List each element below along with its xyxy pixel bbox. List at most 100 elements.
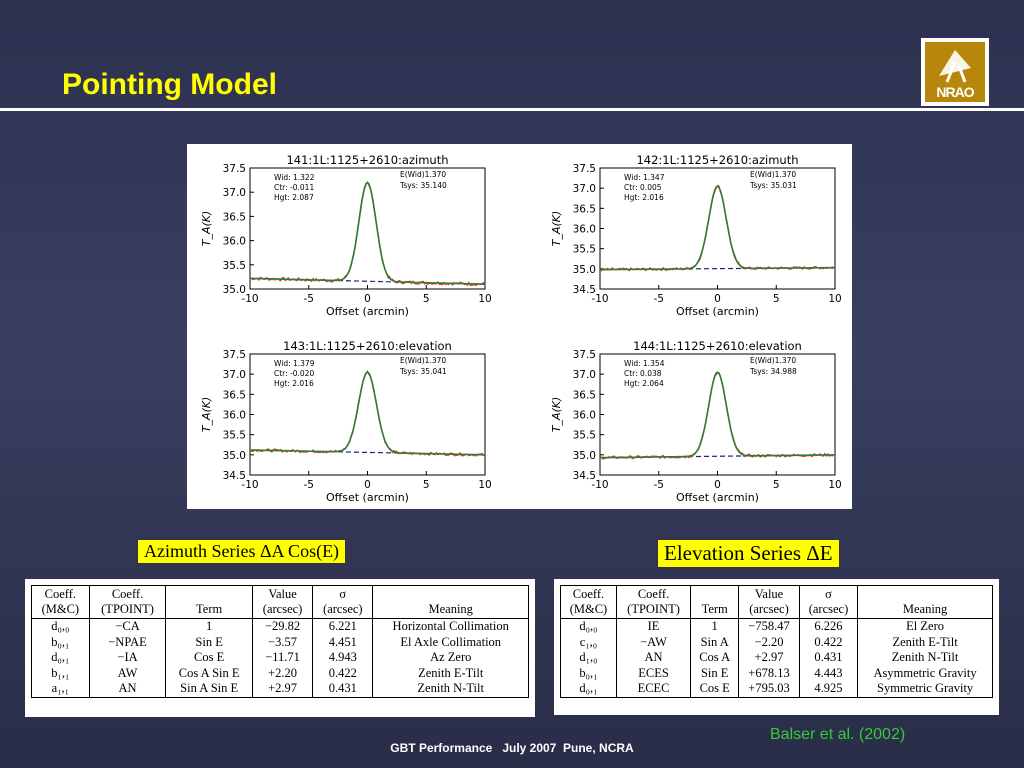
table-header-cell: Meaning — [857, 585, 993, 619]
fit-note: Wid: 1.347 — [624, 173, 665, 182]
table-cell: −NPAE — [88, 634, 166, 650]
table-row: a₁,₁ AN Sin A Sin E +2.97 0.431 Zenith N-Tilt — [32, 681, 529, 697]
table-cell: 0.422 — [312, 665, 373, 681]
table-header-cell: Term — [690, 585, 739, 619]
x-tick-label: 5 — [423, 479, 430, 491]
y-tick-label: 35.5 — [223, 260, 246, 272]
table-cell: Cos A Sin E — [165, 665, 253, 681]
table-header-cell: Coeff. (M&C) — [31, 585, 90, 619]
table-cell: Horizontal Collimation — [372, 618, 529, 635]
x-axis-label: Offset (arcmin) — [326, 305, 409, 318]
y-tick-label: 35.5 — [573, 244, 596, 256]
y-tick-label: 37.0 — [573, 183, 596, 195]
chart-title: 144:1L:1125+2610:elevation — [633, 339, 802, 353]
table-row: d₀,₀ −CA 1 −29.82 6.221 Horizontal Collimatio… — [32, 618, 529, 635]
x-axis-label: Offset (arcmin) — [326, 491, 409, 504]
slide-title: Pointing Model — [62, 68, 277, 101]
table-header-cell: Value (arcsec) — [738, 585, 800, 619]
x-tick-label: -5 — [304, 293, 314, 305]
table-cell: 0.431 — [798, 650, 858, 666]
x-axis-label: Offset (arcmin) — [676, 491, 759, 504]
y-tick-label: 34.5 — [223, 470, 246, 482]
table-cell: b₀,₁ — [51, 634, 70, 649]
fit-note: Tsys: 34.988 — [749, 367, 797, 376]
y-axis-label: T_A(K) — [200, 211, 213, 247]
x-tick-label: -10 — [241, 293, 258, 305]
table-cell: Sin A — [690, 634, 739, 650]
table-cell: Az Zero — [372, 650, 529, 666]
table-cell: +2.97 — [251, 681, 313, 697]
azimuth-coefficients-table: Coeff. (M&C) Coeff. (TPOINT) Term Value (arcs… — [31, 585, 529, 698]
radio-telescope-icon — [939, 50, 971, 83]
x-tick-label: -10 — [591, 293, 608, 305]
chart-title: 143:1L:1125+2610:elevation — [283, 339, 452, 353]
table-cell: Zenith E-Tilt — [372, 665, 529, 681]
table-cell: 0.422 — [798, 634, 858, 650]
y-tick-label: 34.5 — [573, 284, 596, 296]
table-cell: +2.20 — [251, 665, 313, 681]
table-header-cell: Meaning — [372, 585, 529, 619]
y-tick-label: 35.5 — [573, 430, 596, 442]
y-tick-label: 37.0 — [573, 369, 596, 381]
y-tick-label: 37.5 — [573, 349, 596, 361]
table-cell: 6.221 — [312, 618, 373, 635]
pointing-plots: 141:1L:1125+2610:azimuth 35.0 35.5 36.0 36.5… — [200, 153, 842, 504]
fit-note: E(Wid)1.370 — [400, 170, 446, 179]
fit-note: Hgt: 2.016 — [274, 379, 314, 388]
table-cell: −29.82 — [251, 618, 313, 635]
table-header-cell: Coeff. (TPOINT) — [615, 585, 691, 619]
y-tick-label: 37.5 — [223, 163, 246, 175]
y-tick-label: 35.0 — [223, 284, 246, 296]
table-cell: IE — [615, 618, 691, 635]
fit-note: Ctr: -0.011 — [274, 183, 314, 192]
y-tick-label: 35.0 — [223, 450, 246, 462]
chart-3: 143:1L:1125+2610:elevation 34.5 35.0 35.5 36… — [200, 339, 492, 504]
table-cell: d₀,₀ — [579, 619, 598, 633]
table-cell: Cos E — [165, 650, 253, 666]
table-row: d₁,₀ AN Cos A +2.97 0.431 Zenith N-Tilt — [561, 650, 993, 666]
table-cell: a₁,₁ — [51, 681, 70, 695]
y-tick-label: 36.5 — [223, 211, 246, 223]
table-row: d₀,₁ −IA Cos E −11.71 4.943 Az Zero — [32, 650, 529, 666]
fit-note: E(Wid)1.370 — [400, 356, 446, 365]
table-cell: 1 — [165, 618, 253, 635]
y-tick-label: 37.5 — [573, 163, 596, 175]
table-cell: b₁,₁ — [51, 665, 70, 680]
elevation-coefficients-panel: Coeff. (M&C) Coeff. (TPOINT) Term Value (arcs… — [554, 579, 999, 715]
y-tick-label: 35.0 — [573, 264, 596, 276]
elevation-coefficients-table: Coeff. (M&C) Coeff. (TPOINT) Term Value (arcs… — [560, 585, 993, 698]
gaussian-fit — [250, 371, 485, 456]
table-header-cell: Coeff. (M&C) — [560, 585, 617, 619]
table-cell: −3.57 — [251, 634, 313, 650]
y-tick-label: 36.5 — [223, 389, 246, 401]
title-divider — [0, 108, 1024, 111]
fit-note: Hgt: 2.064 — [624, 379, 664, 388]
table-cell: 4.443 — [798, 665, 858, 681]
x-tick-label: 0 — [364, 479, 371, 491]
chart-4: 144:1L:1125+2610:elevation 34.5 35.0 35.5 36… — [550, 339, 842, 504]
table-cell: 4.925 — [798, 681, 858, 697]
table-cell: d₀,₀ — [51, 619, 70, 633]
table-header-cell: σ (arcsec) — [798, 585, 858, 619]
y-tick-label: 36.0 — [573, 224, 596, 236]
y-tick-label: 36.5 — [573, 389, 596, 401]
chart-2: 142:1L:1125+2610:azimuth 34.5 35.0 35.5 36.0… — [550, 153, 842, 318]
table-row: b₁,₁ AW Cos A Sin E +2.20 0.422 Zenith E-Tilt — [32, 665, 529, 681]
table-cell: Symmetric Gravity — [857, 681, 993, 697]
chart-title: 142:1L:1125+2610:azimuth — [636, 153, 798, 167]
x-tick-label: 5 — [773, 479, 780, 491]
x-tick-label: 10 — [828, 479, 841, 491]
gaussian-fit — [600, 185, 835, 271]
x-tick-label: 5 — [423, 293, 430, 305]
table-cell: Zenith N-Tilt — [857, 650, 993, 666]
x-tick-label: -10 — [241, 479, 258, 491]
y-tick-label: 37.0 — [223, 187, 246, 199]
table-cell: El Zero — [857, 618, 993, 635]
x-tick-label: -5 — [304, 479, 314, 491]
x-tick-label: 10 — [828, 293, 841, 305]
x-tick-label: 10 — [478, 293, 491, 305]
table-cell: ECES — [615, 665, 691, 681]
y-axis-label: T_A(K) — [550, 211, 563, 247]
table-cell: AN — [615, 650, 691, 666]
table-cell: −2.20 — [738, 634, 800, 650]
